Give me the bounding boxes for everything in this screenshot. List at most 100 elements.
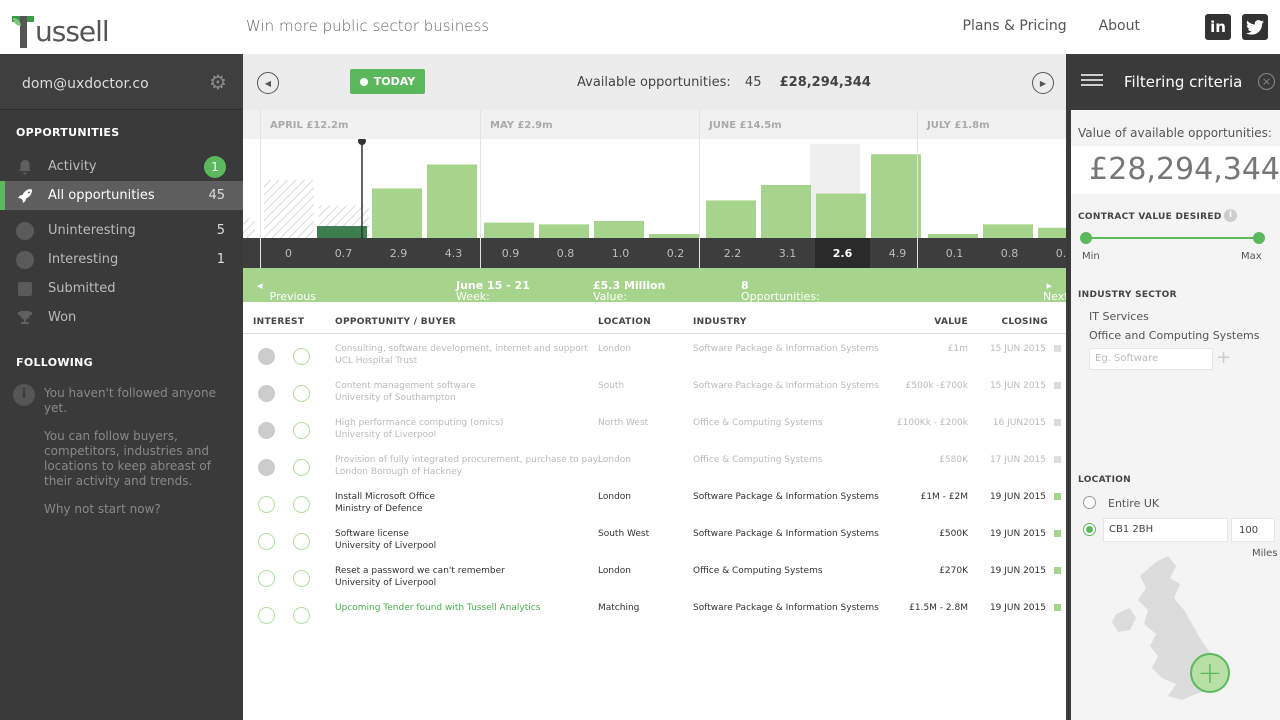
week-value-label[interactable]: 2.9 — [389, 246, 408, 260]
week-value-label[interactable]: 4.3 — [444, 246, 463, 260]
week-value-label[interactable]: 1.0 — [611, 246, 630, 260]
happy-face-icon[interactable] — [293, 570, 310, 587]
chart-bar[interactable] — [539, 224, 589, 238]
opportunity-title[interactable]: High performance computing (omics) — [335, 418, 504, 428]
week-value-label[interactable]: 0.8 — [556, 246, 575, 260]
opportunity-title[interactable]: Reset a password we can't remember — [335, 566, 505, 576]
opportunity-title[interactable]: Software license — [335, 529, 409, 539]
header-industry[interactable]: INDUSTRY — [693, 317, 747, 327]
entire-uk-radio[interactable] — [1083, 496, 1096, 509]
tussell-logo[interactable]: ussell — [12, 8, 110, 48]
opportunity-title[interactable]: Content management software — [335, 381, 476, 391]
week-value-label[interactable]: 0.2 — [666, 246, 685, 260]
sad-face-icon[interactable] — [258, 385, 275, 402]
linkedin-icon[interactable]: in — [1205, 14, 1231, 40]
opportunity-title[interactable]: Install Microsoft Office — [335, 492, 436, 502]
sad-face-icon[interactable] — [258, 607, 275, 624]
sidebar-item-interesting[interactable]: Interesting 1 — [0, 245, 243, 274]
chart-bar[interactable] — [816, 193, 866, 238]
uk-map[interactable] — [1096, 554, 1256, 714]
next-week-button[interactable]: Next ▸ — [1042, 279, 1069, 303]
slider-min-handle[interactable] — [1080, 232, 1092, 244]
sad-face-icon[interactable] — [258, 459, 275, 476]
happy-face-icon[interactable] — [293, 385, 310, 402]
chart-bar[interactable] — [649, 234, 699, 238]
chart-bar[interactable] — [484, 222, 534, 238]
add-sector-icon[interactable]: + — [1216, 347, 1232, 368]
chart-bar[interactable] — [1038, 227, 1066, 238]
happy-face-icon[interactable] — [293, 459, 310, 476]
table-row[interactable]: Consulting, software development, intern… — [243, 338, 1066, 375]
sector-tag[interactable]: IT Services — [1089, 310, 1149, 323]
sector-tag[interactable]: Office and Computing Systems — [1089, 329, 1260, 342]
week-value-label[interactable]: 2.6 — [815, 238, 870, 268]
today-button[interactable]: TODAY — [350, 69, 425, 94]
header-value[interactable]: VALUE — [934, 317, 968, 327]
opportunity-title[interactable]: Consulting, software development, intern… — [335, 344, 588, 354]
week-value-label[interactable]: 2.2 — [723, 246, 742, 260]
sector-search-input[interactable]: Eg. Software — [1089, 348, 1213, 370]
table-row[interactable]: Provision of fully integrated procuremen… — [243, 449, 1066, 486]
sad-face-icon[interactable] — [258, 496, 275, 513]
menu-icon[interactable] — [1081, 74, 1103, 90]
prev-period-button[interactable]: ◀ — [257, 72, 279, 94]
account-email[interactable]: dom@uxdoctor.co — [22, 76, 149, 92]
chart-bar[interactable] — [928, 234, 978, 238]
chart-bar[interactable] — [427, 164, 477, 238]
header-opportunity[interactable]: OPPORTUNITY / BUYER — [335, 317, 457, 327]
header-location[interactable]: LOCATION — [598, 317, 652, 327]
sidebar-item-uninteresting[interactable]: Uninteresting 5 — [0, 216, 243, 245]
sidebar-item-submitted[interactable]: Submitted — [0, 274, 243, 303]
gear-icon[interactable]: ⚙ — [209, 70, 227, 94]
postcode-radio[interactable] — [1083, 523, 1096, 536]
header-closing[interactable]: CLOSING — [1001, 317, 1048, 327]
postcode-input[interactable]: CB1 2BH — [1103, 518, 1228, 542]
week-value-label[interactable]: 0 — [285, 246, 292, 260]
following-cta[interactable]: Why not start now? — [44, 502, 161, 516]
sad-face-icon[interactable] — [258, 570, 275, 587]
sad-face-icon[interactable] — [258, 422, 275, 439]
happy-face-icon[interactable] — [293, 348, 310, 365]
zoom-in-button[interactable]: + — [1190, 653, 1230, 693]
sidebar-item-all-opportunities[interactable]: All opportunities 45 — [0, 181, 243, 210]
happy-face-icon[interactable] — [293, 607, 310, 624]
miles-input[interactable]: 100 — [1231, 518, 1275, 542]
week-value-label[interactable]: 4.9 — [888, 246, 907, 260]
chart-bar[interactable] — [871, 154, 921, 238]
happy-face-icon[interactable] — [293, 496, 310, 513]
chart-bar[interactable] — [317, 226, 367, 238]
table-row[interactable]: High performance computing (omics) Univer… — [243, 412, 1066, 449]
sad-face-icon[interactable] — [258, 348, 275, 365]
table-row[interactable]: Software license University of Liverpool S… — [243, 523, 1066, 560]
sad-face-icon[interactable] — [258, 533, 275, 550]
next-period-button[interactable]: ▶ — [1032, 72, 1054, 94]
table-row[interactable]: Upcoming Tender found with Tussell Analy… — [243, 597, 1066, 634]
chart-bar[interactable] — [983, 224, 1033, 238]
opportunity-title[interactable]: Upcoming Tender found with Tussell Analy… — [335, 603, 541, 613]
chart-bar[interactable] — [594, 220, 644, 238]
info-icon[interactable]: i — [1224, 209, 1237, 222]
previous-week-button[interactable]: ◂ Previous — [257, 279, 317, 303]
header-interest[interactable]: INTEREST — [253, 317, 305, 327]
table-row[interactable]: Reset a password we can't remember Univer… — [243, 560, 1066, 597]
sidebar-item-activity[interactable]: Activity 1 — [0, 152, 243, 181]
happy-face-icon[interactable] — [293, 533, 310, 550]
chart-bar[interactable] — [761, 185, 811, 238]
table-row[interactable]: Content management software University of… — [243, 375, 1066, 412]
sidebar-item-won[interactable]: Won — [0, 303, 243, 332]
week-value-label[interactable]: 3.1 — [778, 246, 797, 260]
nav-about[interactable]: About — [1098, 18, 1140, 34]
happy-face-icon[interactable] — [293, 422, 310, 439]
slider-max-handle[interactable] — [1253, 232, 1265, 244]
week-value-label[interactable]: 0.8 — [1000, 246, 1019, 260]
contract-value-slider-track[interactable] — [1085, 237, 1258, 239]
week-value-label[interactable]: 0.7 — [334, 246, 353, 260]
close-icon[interactable]: × — [1258, 73, 1275, 90]
week-value-label[interactable]: 0.9 — [501, 246, 520, 260]
nav-plans-pricing[interactable]: Plans & Pricing — [962, 18, 1067, 34]
chart-bar[interactable] — [706, 200, 756, 238]
opportunity-title[interactable]: Provision of fully integrated procuremen… — [335, 455, 606, 465]
chart-bar[interactable] — [372, 188, 422, 238]
twitter-icon[interactable] — [1242, 14, 1268, 40]
week-value-label[interactable]: 0.1 — [945, 246, 964, 260]
